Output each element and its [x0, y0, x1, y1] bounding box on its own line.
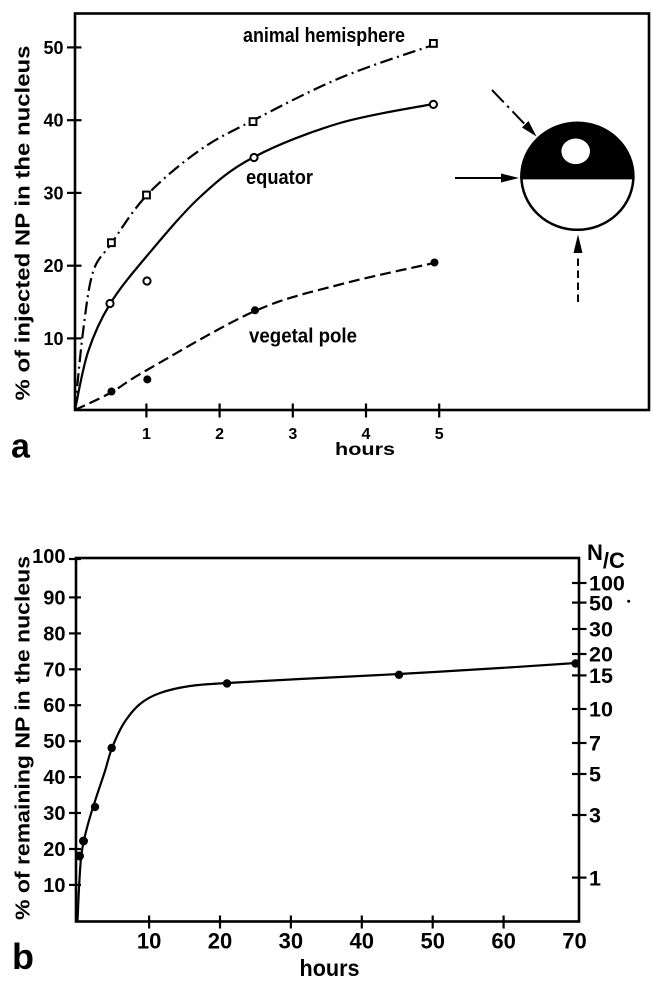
svg-text:70: 70 — [43, 659, 65, 681]
svg-text:60: 60 — [43, 695, 65, 717]
svg-text:2: 2 — [215, 426, 224, 443]
svg-text:5: 5 — [589, 763, 601, 787]
svg-text:10: 10 — [43, 875, 65, 897]
svg-text:50: 50 — [43, 38, 63, 58]
svg-text:1: 1 — [142, 426, 151, 443]
svg-text:10: 10 — [589, 698, 613, 722]
svg-text:N/C: N/C — [587, 540, 625, 573]
svg-text:equator: equator — [246, 167, 313, 189]
svg-text:animal hemisphere: animal hemisphere — [243, 25, 405, 47]
svg-text:80: 80 — [43, 623, 65, 645]
svg-text:30: 30 — [43, 183, 63, 203]
svg-text:7: 7 — [589, 732, 601, 756]
svg-text:50: 50 — [589, 591, 613, 615]
svg-text:40: 40 — [43, 767, 65, 789]
svg-text:a: a — [11, 428, 31, 466]
svg-text:20: 20 — [589, 643, 613, 667]
svg-text:20: 20 — [208, 929, 232, 954]
svg-text:b: b — [12, 936, 34, 977]
svg-text:1: 1 — [589, 866, 601, 890]
svg-text:15: 15 — [589, 664, 613, 688]
svg-text:70: 70 — [562, 929, 586, 954]
svg-text:90: 90 — [43, 587, 65, 609]
svg-text:50: 50 — [420, 929, 444, 954]
svg-text:hours: hours — [335, 439, 395, 459]
svg-text:10: 10 — [137, 929, 161, 954]
svg-text:3: 3 — [589, 804, 601, 828]
svg-text:40: 40 — [350, 929, 374, 954]
svg-text:% of injected NP in the nucleu: % of injected NP in the nucleus — [13, 46, 35, 401]
svg-text:20: 20 — [43, 839, 65, 861]
svg-text:50: 50 — [43, 731, 65, 753]
svg-text:hours: hours — [300, 955, 360, 981]
svg-text:40: 40 — [43, 111, 63, 131]
svg-text:3: 3 — [288, 426, 297, 443]
svg-text:30: 30 — [589, 618, 613, 642]
svg-text:20: 20 — [43, 256, 63, 276]
svg-text:30: 30 — [43, 803, 65, 825]
svg-text:100: 100 — [589, 572, 625, 596]
svg-text:60: 60 — [491, 929, 515, 954]
svg-text:vegetal pole: vegetal pole — [249, 326, 357, 348]
svg-text:10: 10 — [43, 329, 63, 349]
svg-text:5: 5 — [435, 426, 444, 443]
svg-text:4: 4 — [362, 426, 371, 443]
svg-text:30: 30 — [279, 929, 303, 954]
svg-text:100: 100 — [32, 546, 65, 568]
svg-text:% of remaining NP in the nucle: % of remaining NP in the nucleus — [13, 556, 35, 920]
